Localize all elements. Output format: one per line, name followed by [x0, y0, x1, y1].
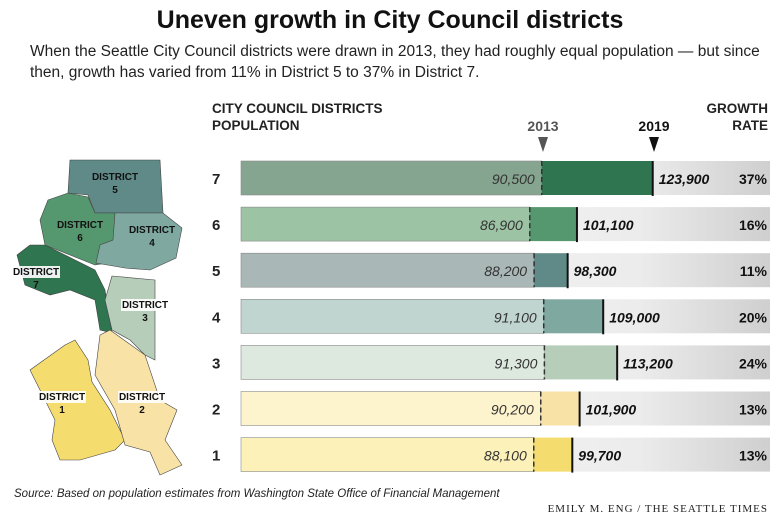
chart-subtitle: When the Seattle City Council districts … [30, 43, 760, 81]
bar-growth [540, 391, 580, 426]
growth-header-line2: RATE [732, 118, 768, 133]
value-label-2013: 88,200 [484, 263, 527, 279]
map-label-district-4: DISTRICT 4 [129, 225, 175, 249]
bar-background [241, 207, 770, 242]
growth-rate-label: 13% [739, 448, 768, 464]
bar-growth [534, 253, 568, 288]
growth-header: GROWTH RATE [707, 100, 769, 134]
bar-2013 [240, 160, 543, 196]
value-label-2013: 86,900 [480, 217, 523, 233]
map-label-word: DISTRICT [92, 172, 138, 183]
map-district-3 [104, 275, 156, 361]
map-district-4 [95, 212, 183, 271]
value-label-2019: 98,300 [574, 263, 617, 279]
bar-row-district-3: 3 91,300 113,200 24% [212, 345, 770, 381]
value-label-2019: 109,000 [609, 309, 660, 325]
left-header-line1: CITY COUNCIL DISTRICTS [212, 101, 383, 116]
district-label: 6 [212, 217, 220, 234]
bar-background [241, 299, 770, 334]
map-label-district-7: DISTRICT 7 [12, 266, 60, 291]
growth-rate-label: 13% [739, 402, 768, 418]
credit: EMILY M. ENG / THE SEATTLE TIMES [547, 503, 768, 515]
district-label: 3 [212, 355, 220, 372]
bar-2013 [240, 437, 535, 472]
map-label-number: 6 [77, 233, 83, 244]
bar-row-district-7: 7 90,500 123,900 37% [212, 160, 770, 196]
left-header: CITY COUNCIL DISTRICTS POPULATION [212, 100, 383, 134]
growth-rate-label: 20% [739, 309, 768, 325]
map-label-number: 7 [33, 280, 39, 291]
district-label: 7 [212, 171, 220, 188]
growth-rate-label: 16% [739, 217, 768, 233]
left-header-line2: POPULATION [212, 118, 300, 133]
map-label-district-5: DISTRICT 5 [92, 172, 138, 196]
bar-growth [541, 161, 653, 195]
map-label-district-1: DISTRICT 1 [38, 391, 86, 416]
value-label-2019: 101,900 [586, 402, 637, 418]
district-label: 4 [212, 309, 221, 326]
growth-rate-label: 11% [740, 263, 768, 279]
map-label-number: 1 [59, 405, 65, 416]
map-label-word: DISTRICT [129, 225, 175, 236]
bar-row-district-6: 6 86,900 101,100 16% [212, 206, 770, 243]
bar-background [241, 253, 770, 288]
map-label-number: 4 [149, 238, 155, 249]
bar-2013 [240, 298, 545, 334]
map-label-number: 5 [112, 185, 118, 196]
map-label-number: 3 [142, 313, 148, 324]
map-label-word: DISTRICT [39, 392, 85, 403]
bar-background [241, 161, 770, 195]
bar-row-district-1: 1 88,100 99,700 13% [212, 437, 770, 473]
chart-title: Uneven growth in City Council districts [156, 6, 624, 34]
map-label-district-3: DISTRICT 3 [121, 299, 169, 324]
value-label-2013: 91,100 [494, 309, 537, 325]
bar-growth [543, 299, 604, 334]
growth-rate-label: 24% [739, 355, 768, 371]
value-label-2019: 101,100 [583, 217, 634, 233]
bar-row-district-4: 4 91,100 109,000 20% [212, 298, 770, 335]
map-label-district-6: DISTRICT 6 [57, 220, 103, 244]
growth-header-line1: GROWTH [706, 101, 769, 116]
value-label-2019: 123,900 [659, 171, 710, 187]
value-label-2019: 113,200 [623, 355, 673, 371]
value-label-2013: 90,200 [491, 402, 534, 418]
map-label-number: 2 [139, 405, 145, 416]
bar-background [241, 345, 770, 380]
value-label-2013: 90,500 [492, 171, 535, 187]
growth-rate-label: 37% [739, 171, 768, 187]
source-note: Source: Based on population estimates fr… [14, 488, 500, 500]
district-label: 5 [212, 263, 220, 280]
marker-2013-triangle [538, 137, 548, 152]
map-label-word: DISTRICT [57, 220, 103, 231]
map-label-word: DISTRICT [119, 392, 165, 403]
bar-growth [533, 437, 573, 472]
bar-2013 [240, 345, 545, 380]
district-map: DISTRICT5DISTRICT6DISTRICT4DISTRICT7DIST… [12, 159, 183, 476]
value-label-2013: 91,300 [495, 355, 538, 371]
bar-2013 [240, 252, 535, 288]
district-label: 2 [212, 402, 220, 419]
marker-2013-label: 2013 [527, 118, 558, 134]
bar-growth [544, 345, 618, 380]
bar-2013 [240, 206, 531, 242]
district-label: 1 [212, 448, 220, 465]
marker-2019-triangle [649, 137, 659, 152]
value-label-2013: 88,100 [484, 448, 527, 464]
marker-2019-label: 2019 [638, 118, 669, 134]
bar-background [241, 437, 770, 472]
bar-row-district-2: 2 90,200 101,900 13% [212, 391, 770, 427]
bar-row-district-5: 5 88,200 98,300 11% [212, 252, 770, 289]
value-label-2019: 99,700 [578, 448, 621, 464]
bar-2013 [240, 391, 542, 426]
map-label-word: DISTRICT [13, 267, 59, 278]
bar-growth [529, 207, 577, 242]
map-label-district-2: DISTRICT 2 [118, 391, 166, 416]
map-label-word: DISTRICT [122, 300, 168, 311]
bar-background [241, 391, 770, 426]
